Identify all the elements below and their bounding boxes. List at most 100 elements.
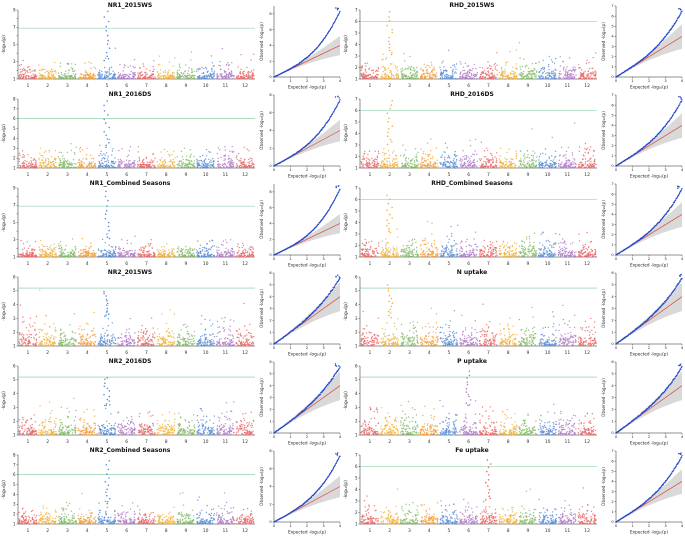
y-tick-label: 3: [355, 316, 358, 321]
y-tick-label: 7: [355, 7, 358, 12]
chromosome-label: 9: [526, 83, 529, 89]
chromosome-label: 10: [203, 528, 209, 534]
qq-x-tick-label: 1: [631, 257, 633, 261]
chromosome-label: 7: [145, 172, 148, 178]
panel-nr1-2016ds: NR1_2016DS 1 2 3 4 5 6 7 8 -log₁₀(p) 1 2 3 4 5 6 7 8 9 10 11…: [1, 90, 343, 179]
chromosome-label: 1: [368, 172, 371, 178]
chromosome-label: 9: [184, 528, 187, 534]
qq-y-axis-label: Observed -log₁₀(p): [259, 200, 264, 239]
y-tick-label: 6: [355, 19, 358, 24]
qq-x-tick-label: 1: [289, 524, 291, 528]
y-tick-label: 4: [355, 302, 358, 307]
chromosome-label: 6: [125, 439, 128, 445]
y-tick-label: 2: [13, 419, 16, 424]
qq-y-tick-label: 1: [611, 154, 613, 158]
qq-x-tick-label: 1: [289, 79, 291, 83]
chromosome-label: 9: [184, 83, 187, 89]
y-tick-label: 1: [13, 343, 16, 348]
y-tick-label: 7: [355, 185, 358, 190]
chromosome-label: 10: [545, 83, 551, 89]
y-tick-label: 6: [355, 108, 358, 113]
qq-y-tick-label: 3: [269, 396, 271, 400]
qq-x-tick-label: 0: [273, 435, 276, 439]
panel-title: N uptake: [457, 269, 488, 276]
qq-plot: 0 1 2 3 4 0 2 4 6 8 Expected -log₁₀(p) Observed -lo…: [259, 449, 342, 534]
panel-n-uptake: N uptake 1 2 3 4 5 6 -log₁₀(p) 1 2 3 4 5 6 7 8 9 10 11 12 0 1…: [343, 268, 685, 357]
qq-y-tick-label: 3: [611, 134, 613, 138]
chromosome-label: 8: [165, 83, 168, 89]
qq-confidence-band: [274, 282, 340, 344]
chromosome-label: 11: [223, 261, 229, 267]
chromosome-label: 12: [242, 83, 248, 89]
y-tick-label: 5: [13, 377, 16, 382]
y-tick-label: 4: [13, 492, 16, 497]
qq-x-tick-label: 4: [681, 257, 684, 261]
chromosome-label: 12: [242, 261, 248, 267]
qq-y-tick-label: 4: [611, 480, 614, 484]
qq-y-tick-label: 4: [269, 222, 272, 226]
qq-y-tick-label: 0: [611, 75, 614, 79]
qq-y-tick-label: 8: [269, 449, 272, 453]
qq-x-tick-label: 3: [664, 257, 666, 261]
chromosome-label: 1: [368, 350, 371, 356]
qq-y-axis-label: Observed -log₁₀(p): [259, 467, 264, 506]
y-tick-label: 2: [13, 156, 16, 161]
chromosome-label: 11: [223, 528, 229, 534]
chromosome-label: 7: [145, 350, 148, 356]
chromosome-label: 12: [242, 350, 248, 356]
qq-y-tick-label: 2: [269, 59, 271, 63]
chromosome-label: 8: [507, 172, 510, 178]
chromosome-label: 3: [408, 172, 411, 178]
y-tick-label: 1: [13, 254, 16, 259]
qq-y-tick-label: 2: [269, 408, 271, 412]
chromosome-label: 9: [184, 172, 187, 178]
y-tick-label: 4: [13, 302, 16, 307]
panel-title: NR2_2015WS: [108, 269, 152, 276]
chromosome-label: 9: [526, 350, 529, 356]
panel-nr2-2015ws: NR2_2015WS 1 2 3 4 5 6 -log₁₀(p) 1 2 3 4 5 6 7 8 9 10 11 12…: [1, 268, 343, 357]
y-tick-label: 7: [355, 452, 358, 457]
qq-x-axis-label: Expected -log₁₀(p): [288, 262, 326, 267]
chromosome-label: 5: [105, 439, 108, 445]
chromosome-label: 5: [105, 83, 108, 89]
y-tick-label: 1: [355, 521, 358, 526]
y-tick-label: 5: [355, 475, 358, 480]
qq-confidence-band: [616, 113, 682, 166]
qq-y-axis-label: Observed -log₁₀(p): [259, 111, 264, 150]
panel-nr2-combined-seasons: NR2_Combined Seasons 1 2 3 4 5 6 7 8 -log₁₀(p) 1 2 3…: [1, 446, 343, 535]
chromosome-label: 9: [526, 172, 529, 178]
qq-confidence-band: [616, 371, 682, 433]
chromosome-label: 1: [368, 261, 371, 267]
chromosome-label: 11: [565, 439, 571, 445]
qq-x-tick-label: 1: [289, 257, 291, 261]
qq-y-axis-label: Observed -log₁₀(p): [601, 289, 606, 328]
y-tick-label: 6: [355, 464, 358, 469]
qq-y-tick-label: 4: [269, 295, 272, 299]
chromosome-label: 5: [105, 172, 108, 178]
qq-x-tick-label: 0: [615, 168, 618, 172]
qq-x-tick-label: 2: [306, 524, 308, 528]
qq-x-tick-label: 1: [631, 168, 633, 172]
y-tick-label: 7: [13, 25, 16, 30]
qq-x-tick-label: 3: [322, 435, 324, 439]
qq-x-axis-label: Expected -log₁₀(p): [288, 84, 326, 89]
qq-y-tick-label: 4: [611, 384, 614, 388]
chromosome-label: 6: [467, 439, 470, 445]
qq-y-tick-label: 1: [611, 243, 613, 247]
y-tick-label: 1: [13, 76, 16, 81]
manhattan-y-axis-label: -log₁₀(p): [1, 213, 7, 232]
chromosome-label: 7: [145, 261, 148, 267]
chromosome-label: 1: [368, 528, 371, 534]
y-tick-label: 1: [13, 521, 16, 526]
chromosome-label: 10: [545, 439, 551, 445]
chromosome-label: 3: [408, 528, 411, 534]
y-tick-label: 2: [13, 512, 16, 517]
qq-y-tick-label: 6: [269, 271, 272, 275]
chromosome-label: 5: [447, 350, 450, 356]
qq-x-axis-label: Expected -log₁₀(p): [288, 173, 326, 178]
qq-x-tick-label: 4: [339, 168, 342, 172]
qq-x-tick-label: 3: [322, 79, 324, 83]
